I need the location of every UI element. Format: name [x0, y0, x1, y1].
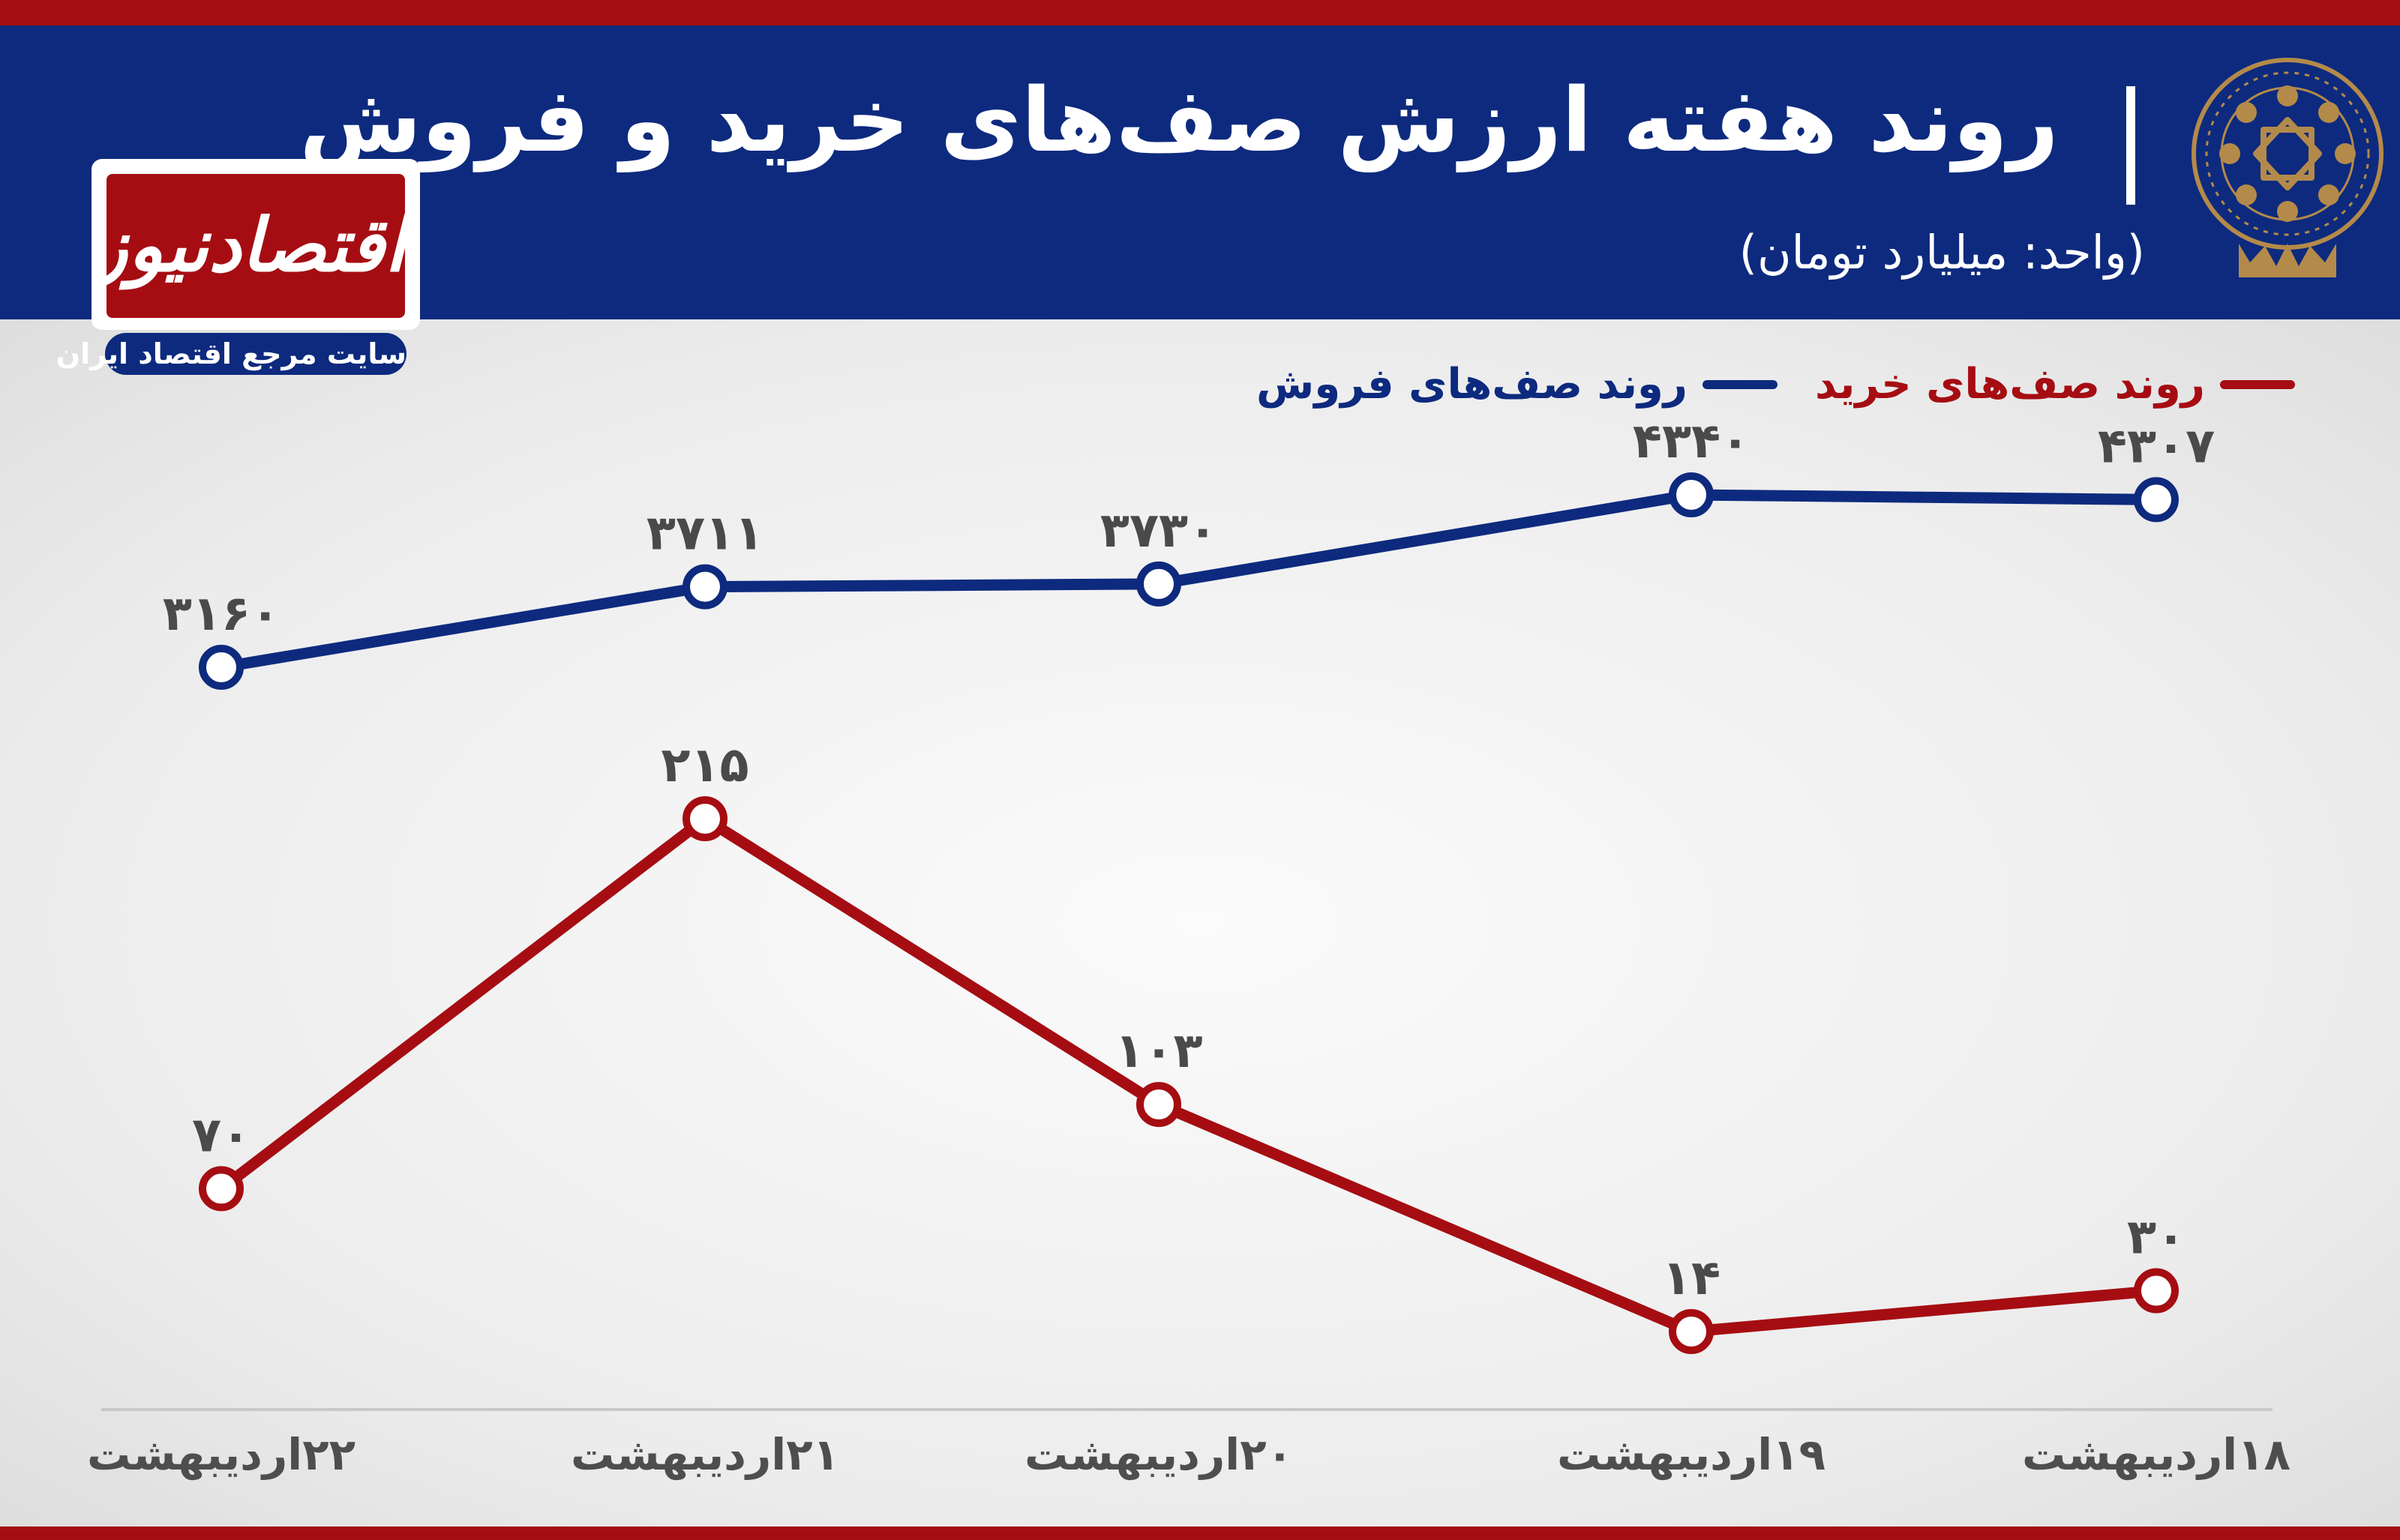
data-point-buy-2	[1669, 1309, 1714, 1354]
data-point-sell-1	[2134, 477, 2179, 523]
legend-label-sell: روند صف‌های فروش	[1256, 360, 1688, 409]
data-label-sell-5: ۳۱۶۰	[163, 586, 280, 642]
x-tick-label-5: ۲۲اردیبهشت	[87, 1429, 356, 1481]
data-label-sell-2: ۴۳۴۰	[1633, 414, 1750, 469]
logo-wordmark: اقتصادنیوز	[106, 174, 405, 318]
legend-swatch-sell	[1702, 379, 1778, 389]
data-label-sell-4: ۳۷۱۱	[646, 506, 764, 562]
top-accent-strip	[0, 0, 2400, 25]
data-point-sell-2	[1669, 472, 1714, 517]
x-tick-label-4: ۲۱اردیبهشت	[571, 1429, 839, 1481]
data-label-buy-4: ۲۱۵	[661, 738, 748, 793]
x-tick-label-1: ۱۸اردیبهشت	[2022, 1429, 2290, 1481]
legend-item-buy: روند صف‌های خرید	[1815, 360, 2295, 409]
chart-legend: روند صف‌های خرید روند صف‌های فروش	[1219, 360, 2295, 409]
site-logo[interactable]: اقتصادنیوز سایت مرجع اقتصاد ایران	[56, 159, 420, 384]
data-label-sell-1: ۴۳۰۷	[2098, 418, 2215, 474]
legend-label-buy: روند صف‌های خرید	[1815, 360, 2205, 409]
legend-item-sell: روند صف‌های فروش	[1256, 360, 1778, 409]
title-separator	[2126, 86, 2135, 205]
logo-tagline: سایت مرجع اقتصاد ایران	[56, 333, 406, 375]
data-label-buy-1: ۳۰	[2127, 1210, 2186, 1266]
x-tick-label-3: ۲۰اردیبهشت	[1024, 1429, 1293, 1481]
data-point-buy-3	[1136, 1082, 1181, 1128]
unit-subtitle: (واحد: میلیارد تومان)	[1738, 225, 2145, 280]
legend-swatch-buy	[2220, 379, 2295, 389]
data-point-sell-4	[682, 564, 728, 610]
data-point-buy-4	[682, 796, 728, 841]
x-tick-label-2: ۱۹اردیبهشت	[1557, 1429, 1826, 1481]
data-label-buy-3: ۱۰۳	[1114, 1023, 1202, 1079]
stock-exchange-emblem-icon	[2192, 58, 2384, 277]
data-label-buy-2: ۱۴	[1662, 1251, 1720, 1306]
data-point-buy-1	[2134, 1268, 2179, 1314]
bottom-accent-strip	[0, 1527, 2400, 1540]
data-point-buy-5	[199, 1166, 244, 1212]
plot-background	[0, 319, 2400, 1527]
data-label-buy-5: ۷۰	[192, 1107, 250, 1163]
data-point-sell-5	[199, 645, 244, 690]
page-title: روند هفته ارزش صف‌های خرید و فروش	[299, 68, 2059, 172]
data-point-sell-3	[1136, 561, 1181, 607]
data-label-sell-3: ۳۷۳۰	[1100, 503, 1217, 559]
